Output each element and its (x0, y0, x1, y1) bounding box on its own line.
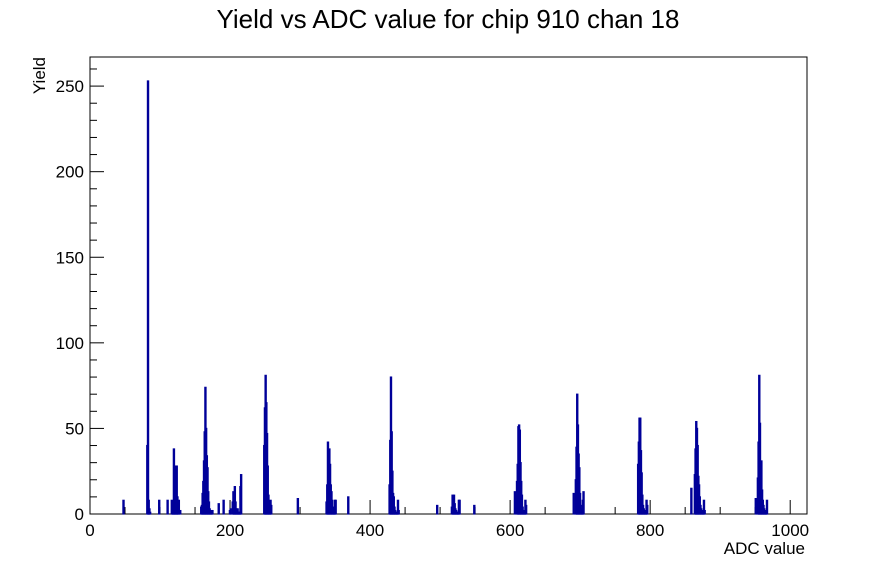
y-tick-label: 150 (56, 248, 84, 267)
x-tick-label: 800 (636, 521, 664, 540)
histogram-bin (179, 509, 182, 515)
x-axis-label: ADC value (724, 539, 805, 558)
histogram-bin (166, 499, 169, 515)
plot-frame (89, 56, 808, 515)
y-tick-label: 0 (75, 505, 84, 524)
histogram-bin (211, 509, 214, 515)
histogram-bin (435, 504, 439, 515)
histogram-bin (148, 511, 152, 515)
histogram-bin (229, 508, 232, 515)
histogram-bin (473, 504, 476, 515)
histogram-bin (222, 499, 225, 515)
y-tick-label: 100 (56, 334, 84, 353)
x-tick-label: 1000 (771, 521, 809, 540)
histogram-bin (158, 499, 161, 515)
histogram-bin (177, 499, 181, 515)
axis-ticks (89, 68, 791, 515)
histogram-bin (754, 497, 757, 515)
histogram-bin (646, 504, 649, 515)
y-tick-label: 200 (56, 163, 84, 182)
histogram-bin (572, 492, 575, 515)
histogram-bin (270, 504, 273, 515)
histogram-bin (513, 491, 517, 515)
histogram-bin (122, 499, 125, 515)
histogram-bars (122, 80, 769, 515)
histogram-bin (239, 474, 243, 515)
histogram-bin (582, 491, 585, 515)
y-tick-label: 50 (65, 419, 84, 438)
histogram-bin (334, 499, 337, 515)
histogram-bin (524, 504, 528, 515)
x-tick-label: 0 (85, 521, 94, 540)
histogram-bin (703, 509, 706, 515)
histogram-bin (217, 503, 220, 515)
histogram-bin (765, 499, 769, 515)
tick-labels: 0 200 400 600 800 1000 0 50 100 150 200 250 (56, 77, 809, 540)
histogram-bin (146, 80, 150, 515)
x-tick-label: 400 (356, 521, 384, 540)
histogram-bin (458, 499, 461, 515)
histogram-bin (296, 497, 300, 515)
x-tick-label: 200 (216, 521, 244, 540)
y-tick-label: 250 (56, 77, 84, 96)
histogram-bin (347, 496, 350, 515)
histogram-bin (690, 487, 693, 515)
histogram-bin (397, 509, 400, 515)
chart-title: Yield vs ADC value for chip 910 chan 18 (216, 4, 680, 34)
x-tick-label: 600 (496, 521, 524, 540)
y-axis-label: Yield (30, 57, 49, 94)
